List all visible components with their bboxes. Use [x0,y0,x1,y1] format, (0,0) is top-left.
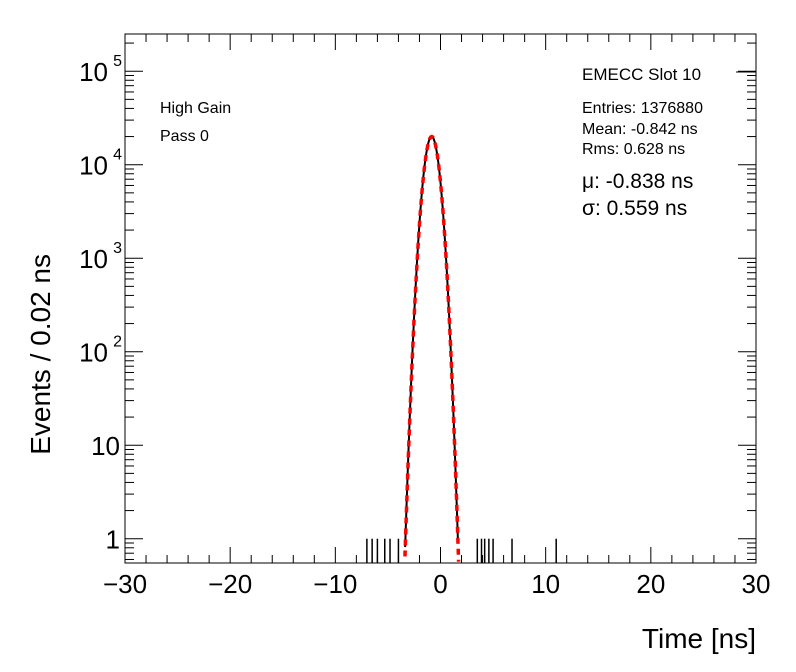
x-tick-label: −20 [208,569,252,599]
x-tick-label: 30 [742,569,771,599]
stats-entries: Entries: 1376880 [582,100,703,117]
x-tick-label: −30 [103,569,147,599]
y-tick-label: 10 [79,244,108,274]
histogram-layer [366,135,557,563]
x-tick-label: 20 [636,569,665,599]
fit-layer [403,134,461,562]
y-tick-label: 10 [91,431,120,461]
y-tick-label-exponent: 2 [113,334,122,351]
stats-mean: Mean: -0.842 ns [582,121,698,138]
y-tick-label: 1 [106,525,120,555]
y-tick-label-exponent: 5 [113,53,122,70]
y-tick-label-exponent: 3 [113,240,122,257]
x-tick-label: 0 [433,569,447,599]
label-pass: Pass 0 [160,128,209,145]
y-axis-ticks: 1 10 10 2 10 3 10 4 10 5 [79,42,756,560]
stats-rms: Rms: 0.628 ns [582,141,685,158]
y-tick-label-exponent: 4 [113,147,122,164]
y-tick-label: 10 [79,57,108,87]
fit-sigma-label: σ: 0.559 ns [582,197,687,220]
y-tick-label: 10 [79,338,108,368]
y-tick-label: 10 [79,151,108,181]
gaussian-fit-curve [403,134,461,562]
fit-mu-label: μ: -0.838 ns [582,170,693,193]
y-axis-title: Events / 0.02 ns [25,254,56,455]
x-tick-label: −10 [313,569,357,599]
x-tick-label: 10 [531,569,560,599]
chart-title: EMECC Slot 10 [582,65,701,84]
label-high-gain: High Gain [160,100,231,117]
x-axis-ticks: −30 −20 −10 0 10 20 30 [103,34,771,599]
x-axis-title: Time [ns] [642,623,756,654]
